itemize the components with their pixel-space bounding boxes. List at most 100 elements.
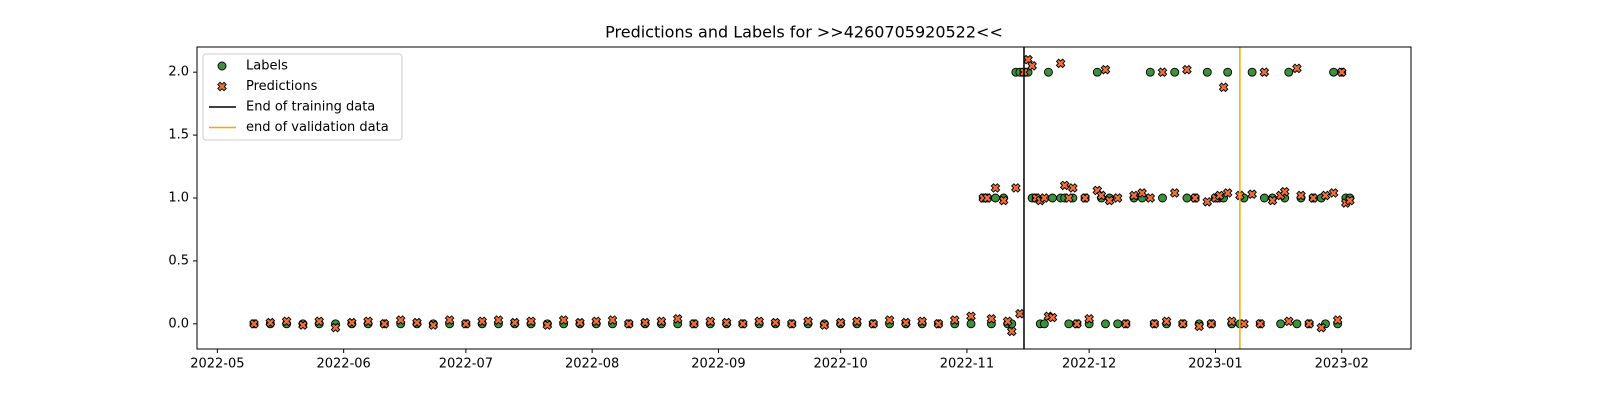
point xyxy=(986,313,997,324)
point xyxy=(249,318,259,329)
point xyxy=(835,317,846,328)
legend-label: Labels xyxy=(246,59,288,74)
point xyxy=(444,315,455,325)
x-tick-label: 2023-01 xyxy=(1188,357,1242,372)
point xyxy=(1223,67,1233,77)
point xyxy=(1178,318,1188,329)
point xyxy=(738,318,748,329)
point xyxy=(1345,195,1355,206)
point xyxy=(1292,63,1302,74)
point xyxy=(1084,313,1095,324)
point xyxy=(1101,319,1110,329)
point xyxy=(330,322,341,333)
point xyxy=(558,315,569,325)
legend-marker xyxy=(217,61,227,71)
point xyxy=(1100,64,1111,75)
point xyxy=(990,183,1001,193)
point xyxy=(852,316,862,327)
point xyxy=(591,316,602,327)
point xyxy=(884,315,895,325)
point xyxy=(1063,193,1074,203)
point xyxy=(1190,193,1200,203)
point xyxy=(1055,58,1066,69)
point xyxy=(1080,193,1090,203)
point xyxy=(991,193,1000,203)
point xyxy=(1283,316,1294,327)
point xyxy=(1113,319,1123,329)
point xyxy=(1329,67,1339,77)
point xyxy=(623,318,634,329)
legend-label: End of training data xyxy=(246,100,375,115)
point xyxy=(1039,319,1049,329)
point xyxy=(607,315,618,325)
point xyxy=(281,316,292,327)
point xyxy=(1011,183,1021,193)
point xyxy=(933,318,944,329)
point xyxy=(1214,190,1225,201)
point xyxy=(786,318,797,329)
point xyxy=(1169,188,1180,198)
point xyxy=(1336,67,1347,78)
point xyxy=(1320,190,1331,201)
point xyxy=(542,320,553,330)
point xyxy=(754,316,765,327)
point xyxy=(1247,189,1257,200)
point xyxy=(982,193,993,203)
point xyxy=(1202,196,1213,207)
x-tick-label: 2022-06 xyxy=(316,357,370,372)
point xyxy=(363,316,373,327)
point xyxy=(640,317,650,328)
point xyxy=(1194,321,1204,332)
x-tick-label: 2022-10 xyxy=(814,357,868,372)
point xyxy=(901,317,911,328)
point xyxy=(868,318,879,329)
point xyxy=(1182,64,1192,75)
legend-box xyxy=(202,53,403,141)
point xyxy=(461,318,471,329)
point xyxy=(998,195,1009,206)
point xyxy=(917,316,927,327)
point xyxy=(1259,193,1269,203)
x-tick-label: 2022-12 xyxy=(1062,357,1116,372)
point xyxy=(1120,318,1131,329)
point xyxy=(966,311,976,322)
point xyxy=(1072,318,1082,329)
point xyxy=(1202,67,1212,77)
point xyxy=(412,317,422,328)
point xyxy=(1284,67,1294,77)
point xyxy=(1316,322,1327,333)
point xyxy=(1259,67,1270,78)
point xyxy=(966,319,976,329)
y-tick-label: 1.5 xyxy=(168,128,189,143)
point xyxy=(819,320,830,330)
point xyxy=(1039,193,1050,203)
point xyxy=(1170,67,1180,77)
point xyxy=(1267,195,1278,206)
x-tick-label: 2023-02 xyxy=(1315,357,1369,372)
point xyxy=(1137,188,1147,198)
legend-label: end of validation data xyxy=(246,120,389,135)
point xyxy=(1161,316,1172,327)
point xyxy=(395,315,406,325)
x-tick-label: 2022-09 xyxy=(691,357,745,372)
point xyxy=(1279,186,1290,197)
point xyxy=(509,317,520,328)
point xyxy=(1255,318,1266,329)
point xyxy=(949,315,960,325)
point xyxy=(1068,183,1078,193)
point xyxy=(477,316,488,327)
point xyxy=(1218,82,1229,93)
point xyxy=(1247,67,1257,77)
point xyxy=(1332,315,1343,325)
point xyxy=(493,315,504,325)
y-tick-label: 2.0 xyxy=(168,65,189,80)
plot-frame xyxy=(196,46,1412,350)
x-tick-label: 2022-05 xyxy=(190,357,244,372)
point xyxy=(689,318,699,329)
point xyxy=(1047,312,1058,323)
legend-marker xyxy=(217,81,227,92)
y-tick-label: 0.0 xyxy=(168,316,189,331)
point xyxy=(1149,318,1160,329)
point xyxy=(265,317,276,328)
point xyxy=(346,317,357,328)
